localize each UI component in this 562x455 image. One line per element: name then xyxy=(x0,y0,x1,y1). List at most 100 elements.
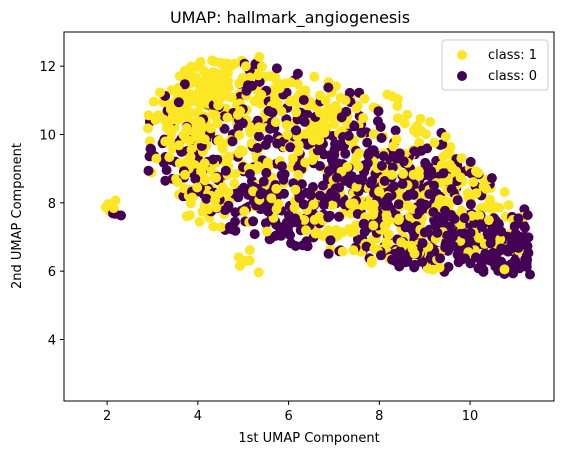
data-point-class-0 xyxy=(179,79,190,90)
data-point-class-1 xyxy=(180,169,190,180)
y-axis-ticks: 4 6 8 10 12 xyxy=(39,60,64,349)
data-point-class-0 xyxy=(428,207,439,218)
data-point-class-1 xyxy=(206,70,217,81)
data-point-class-0 xyxy=(336,112,347,123)
data-point-class-0 xyxy=(285,142,296,153)
data-point-class-1 xyxy=(281,120,292,131)
data-point-class-1 xyxy=(327,200,338,211)
data-point-class-1 xyxy=(369,243,380,254)
data-point-class-0 xyxy=(447,232,458,242)
data-point-class-1 xyxy=(308,199,319,210)
data-point-class-1 xyxy=(208,221,219,232)
data-point-class-0 xyxy=(318,199,329,210)
data-point-class-0 xyxy=(243,80,253,91)
data-point-class-1 xyxy=(475,203,486,214)
data-point-class-1 xyxy=(272,98,283,109)
y-tick-label: 10 xyxy=(39,129,56,144)
data-point-class-1 xyxy=(160,136,171,147)
data-point-class-1 xyxy=(253,122,264,133)
data-point-class-0 xyxy=(439,219,450,230)
data-point-class-1 xyxy=(172,177,183,187)
data-point-class-0 xyxy=(363,150,374,161)
data-point-class-1 xyxy=(271,204,282,215)
data-point-class-0 xyxy=(492,219,503,230)
data-point-class-1 xyxy=(471,188,482,199)
data-point-class-0 xyxy=(293,162,304,173)
data-point-class-0 xyxy=(349,121,360,132)
data-point-class-0 xyxy=(376,133,387,143)
legend-marker-class-1 xyxy=(457,50,467,60)
data-point-class-0 xyxy=(340,175,351,186)
data-point-class-0 xyxy=(493,256,504,267)
data-point-class-0 xyxy=(248,216,259,227)
data-point-class-0 xyxy=(359,227,370,237)
data-point-class-1 xyxy=(402,109,413,120)
data-point-class-1 xyxy=(266,193,277,204)
data-point-class-0 xyxy=(219,123,230,134)
data-point-class-0 xyxy=(387,254,398,265)
data-point-class-0 xyxy=(459,213,470,223)
data-point-class-0 xyxy=(249,229,260,240)
data-point-class-1 xyxy=(143,123,153,134)
data-point-class-0 xyxy=(513,213,524,224)
data-point-class-1 xyxy=(226,92,237,103)
data-point-class-0 xyxy=(435,253,446,264)
data-point-class-0 xyxy=(334,182,345,193)
data-point-class-1 xyxy=(368,129,379,140)
data-point-class-0 xyxy=(226,224,237,235)
data-point-class-0 xyxy=(332,172,342,183)
data-point-class-1 xyxy=(237,72,248,83)
data-point-class-0 xyxy=(416,198,426,209)
data-point-class-1 xyxy=(285,77,296,88)
data-point-class-1 xyxy=(287,153,298,164)
data-point-class-1 xyxy=(343,224,354,235)
data-point-class-1 xyxy=(254,51,265,62)
data-point-class-1 xyxy=(386,169,397,180)
data-point-class-0 xyxy=(330,191,341,202)
data-point-class-1 xyxy=(456,153,467,164)
data-point-class-0 xyxy=(329,144,340,155)
data-point-class-0 xyxy=(302,241,313,252)
data-point-class-1 xyxy=(199,175,210,186)
y-tick-label: 8 xyxy=(48,197,56,212)
data-point-class-1 xyxy=(503,200,514,210)
data-point-class-1 xyxy=(374,186,385,197)
data-point-class-0 xyxy=(419,227,430,238)
data-point-class-1 xyxy=(415,113,426,124)
data-point-class-1 xyxy=(474,210,485,221)
data-point-class-0 xyxy=(270,230,281,241)
data-point-class-1 xyxy=(174,140,184,151)
x-tick-label: 10 xyxy=(462,409,479,424)
data-point-class-0 xyxy=(343,130,354,141)
data-point-class-1 xyxy=(391,134,402,145)
data-point-class-0 xyxy=(325,235,336,246)
data-point-class-1 xyxy=(443,147,454,158)
y-axis-label: 2nd UMAP Component xyxy=(10,143,25,289)
data-point-class-0 xyxy=(380,200,391,211)
data-point-class-0 xyxy=(356,127,367,138)
data-point-class-1 xyxy=(180,133,191,144)
data-point-class-0 xyxy=(507,236,517,247)
data-point-class-0 xyxy=(145,143,156,154)
data-point-class-0 xyxy=(333,158,344,169)
data-point-class-1 xyxy=(366,257,377,268)
data-point-class-0 xyxy=(317,180,328,191)
data-point-class-1 xyxy=(282,129,293,140)
data-point-class-0 xyxy=(465,156,476,167)
data-point-class-1 xyxy=(351,151,362,162)
data-point-class-1 xyxy=(204,78,215,89)
data-point-class-1 xyxy=(468,177,479,188)
data-point-class-1 xyxy=(381,210,392,220)
data-point-class-0 xyxy=(520,254,531,265)
data-point-class-0 xyxy=(340,148,351,159)
data-point-class-0 xyxy=(220,165,231,176)
data-point-class-1 xyxy=(300,157,311,168)
data-point-class-1 xyxy=(473,167,484,178)
data-point-class-1 xyxy=(213,135,224,146)
data-point-class-0 xyxy=(449,213,460,224)
data-point-class-0 xyxy=(480,248,491,259)
data-point-class-0 xyxy=(362,158,373,169)
data-point-class-1 xyxy=(155,87,165,98)
data-point-class-1 xyxy=(368,199,379,210)
data-point-class-0 xyxy=(275,222,286,233)
